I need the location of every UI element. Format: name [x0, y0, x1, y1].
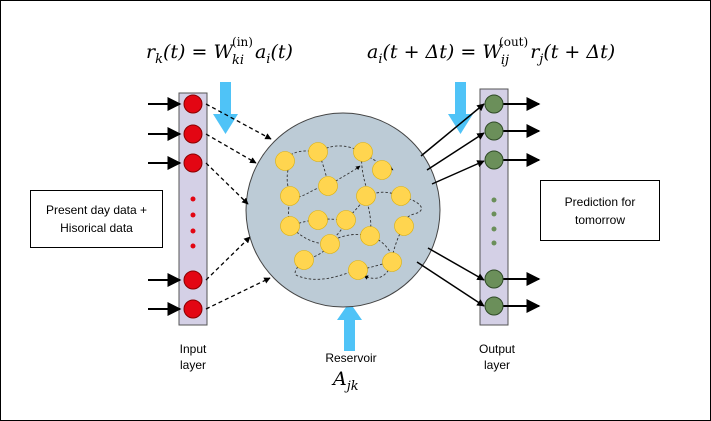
- reservoir-node: [391, 186, 411, 206]
- reservoir-node: [348, 260, 368, 280]
- input-reservoir-connections: [205, 103, 272, 310]
- reservoir-node: [294, 250, 314, 270]
- reservoir-node: [308, 210, 328, 230]
- input-node: [183, 299, 203, 319]
- input-layer-label-line2: layer: [180, 358, 206, 372]
- reservoir-node: [308, 142, 328, 162]
- input-data-box-line1: Present day data +: [45, 203, 148, 217]
- output-node: [484, 150, 504, 170]
- reservoir-node: [394, 216, 414, 236]
- input-equation: rk(t) = Wki(in) ai(t): [146, 35, 293, 68]
- reservoir-symbol: Ajk: [331, 368, 359, 394]
- svg-text:Ajk: Ajk: [331, 368, 359, 394]
- input-node: [183, 153, 203, 173]
- input-nodes: [183, 94, 203, 319]
- reservoir-node: [318, 176, 338, 196]
- reservoir-node: [280, 216, 300, 236]
- output-layer-label-line1: Output: [479, 342, 516, 356]
- reservoir-node: [356, 186, 376, 206]
- svg-text:rk(t) = Wki(in)ai(t): rk(t) = Wki(in) ai(t): [146, 35, 293, 68]
- output-node: [484, 269, 504, 289]
- reservoir-node: [336, 210, 356, 230]
- prediction-box-line2: tomorrow: [574, 212, 625, 227]
- input-data-box-line2: Hisorical data: [60, 221, 133, 235]
- reservoir-node: [353, 142, 373, 162]
- output-arrows: [503, 97, 541, 313]
- reservoir-node: [382, 252, 402, 272]
- reservoir-node: [275, 151, 295, 171]
- reservoir-nodes: [275, 142, 414, 280]
- reservoir-node: [372, 160, 392, 180]
- output-node: [484, 296, 504, 316]
- input-ellipsis-dots: [190, 196, 196, 249]
- input-data-box: Present day data + Hisorical data: [30, 190, 163, 248]
- input-node: [183, 270, 203, 290]
- prediction-box: Prediction for tomorrow: [540, 180, 660, 241]
- output-equation: ai(t + Δt) = Wij(out) rj(t + Δt): [367, 35, 615, 68]
- output-nodes: [484, 94, 504, 316]
- reservoir-circle: [245, 112, 441, 308]
- input-node: [183, 94, 203, 114]
- output-node: [484, 94, 504, 114]
- reservoir-node: [280, 186, 300, 206]
- output-layer-label-line2: layer: [484, 358, 510, 372]
- prediction-box-line1: Prediction for: [564, 194, 636, 209]
- reservoir-injection-arrow: [337, 302, 362, 351]
- input-arrows: [148, 97, 182, 316]
- reservoir-output-connections: [416, 103, 485, 307]
- output-ellipsis-dots: [491, 197, 497, 246]
- reservoir-label: Reservoir: [325, 351, 376, 365]
- input-node: [183, 124, 203, 144]
- input-layer-label-line1: Input: [180, 342, 207, 356]
- input-injection-arrow: [213, 82, 238, 134]
- svg-text:ai(t + Δt) = Wij(out)rj(t + Δt: ai(t + Δt) = Wij(out) rj(t + Δt): [367, 35, 615, 68]
- reservoir-node: [360, 226, 380, 246]
- reservoir-node: [320, 234, 340, 254]
- output-injection-arrow: [448, 82, 473, 134]
- output-node: [484, 121, 504, 141]
